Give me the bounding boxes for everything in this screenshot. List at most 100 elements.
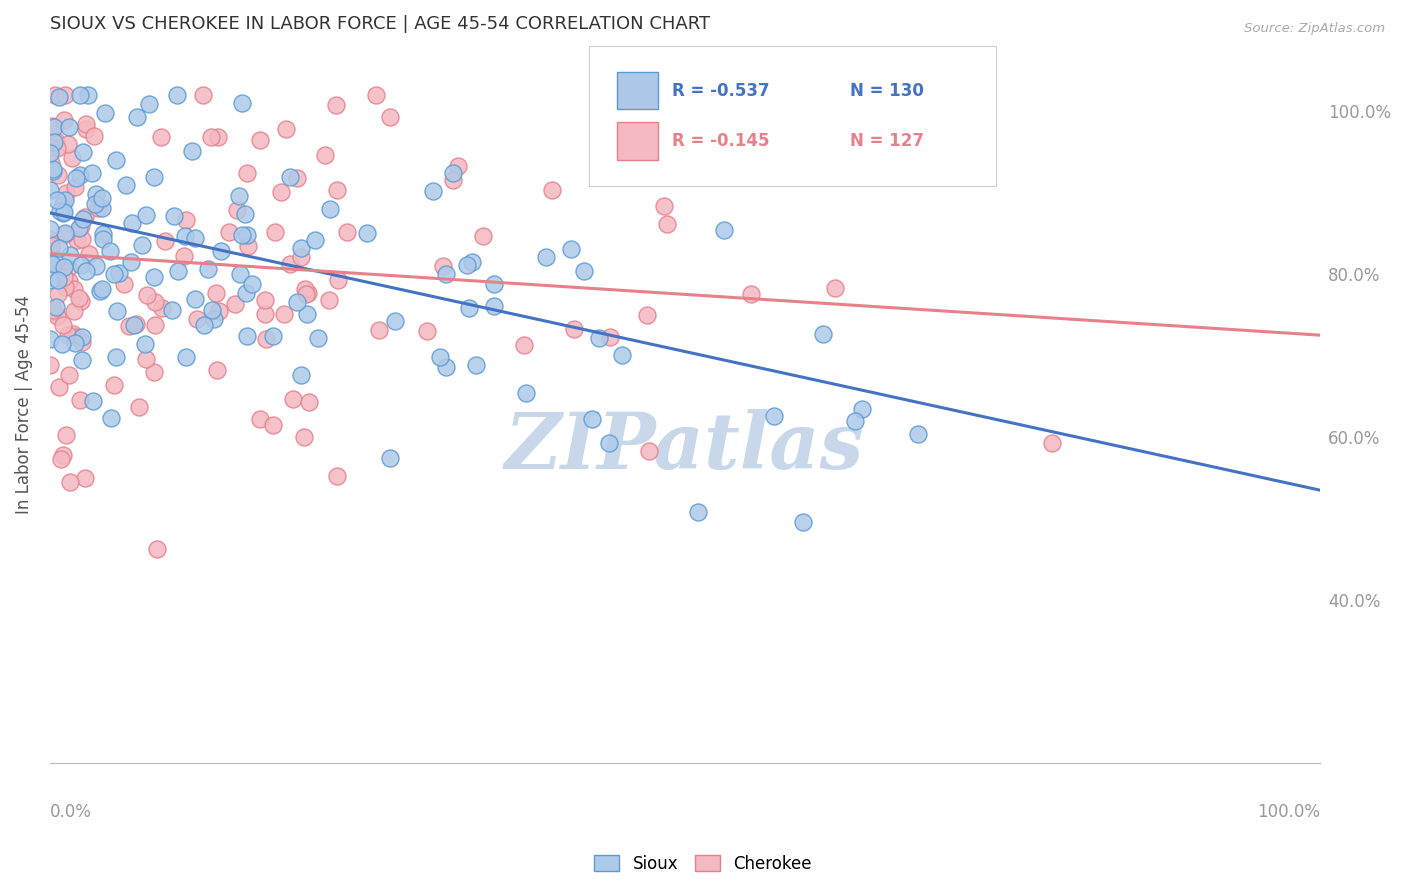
Point	[240, 277, 263, 292]
Point	[135, 208, 157, 222]
Point	[53, 226, 76, 240]
Point	[53, 280, 76, 294]
Point	[249, 412, 271, 426]
Point	[384, 314, 406, 328]
Point	[429, 350, 451, 364]
Point	[236, 239, 259, 253]
Point	[598, 436, 620, 450]
Point	[534, 250, 557, 264]
Point	[456, 258, 478, 272]
Point	[294, 283, 316, 297]
Point	[39, 146, 62, 161]
Point	[77, 247, 100, 261]
Point	[56, 328, 79, 343]
Point	[90, 201, 112, 215]
Point	[44, 88, 66, 103]
Point	[73, 471, 96, 485]
Point	[434, 267, 457, 281]
Point	[457, 301, 479, 316]
Point	[763, 409, 786, 423]
Point	[231, 227, 253, 242]
Point	[104, 350, 127, 364]
Point	[41, 156, 63, 170]
Point	[75, 122, 97, 136]
Point	[173, 249, 195, 263]
Point	[541, 183, 564, 197]
Point	[103, 267, 125, 281]
Point	[52, 206, 75, 220]
Point	[41, 119, 63, 133]
Point	[228, 189, 250, 203]
Point	[52, 112, 75, 127]
Point	[48, 380, 70, 394]
Point	[41, 241, 63, 255]
Point	[66, 329, 89, 343]
Point	[792, 515, 814, 529]
Point	[191, 87, 214, 102]
Point	[307, 331, 329, 345]
Point	[262, 418, 284, 433]
Point	[125, 317, 148, 331]
Point	[134, 336, 156, 351]
Point	[52, 197, 75, 211]
Point	[138, 96, 160, 111]
Text: R = -0.145: R = -0.145	[672, 132, 769, 151]
Point	[44, 120, 66, 134]
Point	[290, 368, 312, 382]
Point	[513, 338, 536, 352]
Point	[298, 395, 321, 409]
Point	[72, 145, 94, 159]
Point	[84, 187, 107, 202]
Point	[39, 305, 62, 319]
Point	[378, 451, 401, 466]
Point	[416, 324, 439, 338]
Point	[515, 385, 537, 400]
Point	[851, 401, 873, 416]
Point	[145, 541, 167, 556]
Point	[46, 286, 69, 301]
Point	[65, 170, 87, 185]
Point	[898, 155, 921, 169]
Point	[740, 286, 762, 301]
Point	[184, 231, 207, 245]
Point	[72, 352, 94, 367]
Point	[907, 427, 929, 442]
Point	[482, 277, 505, 291]
Point	[636, 308, 658, 322]
Point	[264, 225, 287, 239]
Point	[56, 260, 79, 275]
Point	[713, 223, 735, 237]
Point	[167, 263, 190, 277]
Bar	[617, 71, 658, 110]
Point	[83, 128, 105, 143]
Point	[105, 304, 128, 318]
Point	[201, 303, 224, 318]
Text: Source: ZipAtlas.com: Source: ZipAtlas.com	[1244, 22, 1385, 36]
Point	[38, 221, 60, 235]
Point	[235, 227, 257, 242]
Point	[610, 348, 633, 362]
Point	[193, 318, 215, 332]
Text: R = -0.537: R = -0.537	[672, 82, 769, 100]
Point	[69, 259, 91, 273]
Point	[599, 329, 621, 343]
Point	[326, 273, 349, 287]
Point	[46, 168, 69, 182]
Point	[39, 237, 62, 252]
Point	[69, 168, 91, 182]
Point	[273, 307, 295, 321]
Point	[368, 323, 391, 337]
Point	[447, 159, 470, 173]
Point	[290, 250, 312, 264]
Point	[235, 286, 257, 301]
Point	[75, 264, 97, 278]
Point	[60, 152, 83, 166]
Point	[136, 288, 159, 302]
Point	[325, 98, 347, 112]
Point	[200, 130, 222, 145]
Point	[844, 414, 866, 428]
Point	[75, 117, 97, 131]
Point	[56, 137, 79, 152]
Point	[66, 233, 89, 247]
Point	[236, 329, 259, 343]
